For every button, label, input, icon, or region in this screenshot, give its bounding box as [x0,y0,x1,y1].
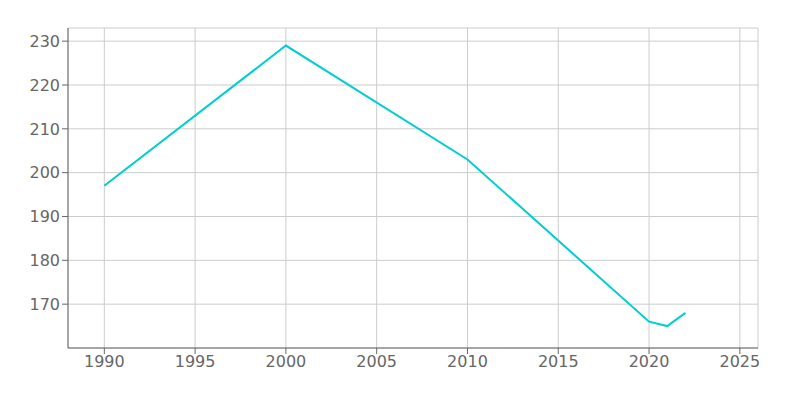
svg-text:210: 210 [29,120,60,139]
svg-text:220: 220 [29,76,60,95]
svg-text:170: 170 [29,295,60,314]
svg-text:2005: 2005 [356,352,397,371]
svg-text:1995: 1995 [175,352,216,371]
svg-text:200: 200 [29,163,60,182]
svg-text:2000: 2000 [266,352,307,371]
svg-text:230: 230 [29,32,60,51]
svg-text:2020: 2020 [629,352,670,371]
svg-text:180: 180 [29,251,60,270]
svg-text:2025: 2025 [719,352,760,371]
svg-text:190: 190 [29,207,60,226]
svg-text:2010: 2010 [447,352,488,371]
svg-text:2015: 2015 [538,352,579,371]
svg-text:1990: 1990 [84,352,125,371]
